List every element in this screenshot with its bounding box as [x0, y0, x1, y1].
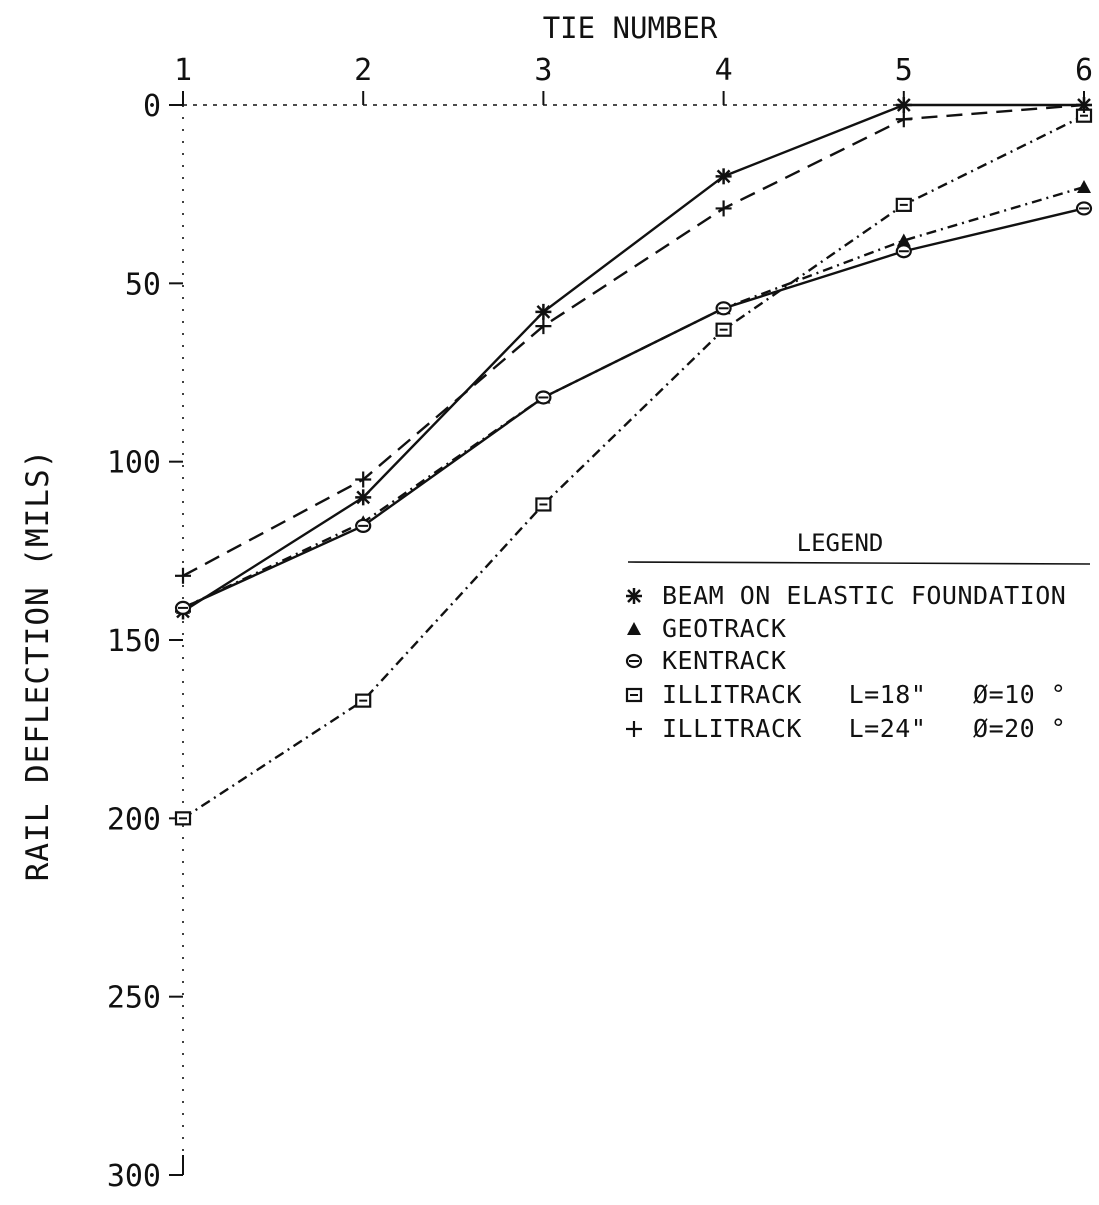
series-0-point — [715, 168, 732, 185]
y-axis-label: RAIL DEFLECTION (MILS) — [20, 449, 56, 882]
series-markers — [174, 97, 1093, 826]
x-tick-label: 2 — [354, 53, 372, 88]
legend-item-label: ILLITRACK L=18" Ø=10 ° — [662, 680, 1066, 709]
series-line-4 — [182, 103, 1085, 577]
y-tick-label: 50 — [125, 267, 161, 302]
legend-marker — [625, 653, 643, 669]
chart-title: TIE NUMBER — [543, 11, 718, 45]
series-2-point — [715, 301, 732, 316]
legend-rule — [627, 561, 1091, 565]
x-tick-labels: 1 2 3 4 5 6 — [174, 53, 1093, 105]
series-2-point — [355, 518, 372, 533]
legend-item-label: ILLITRACK L=24" Ø=20 ° — [662, 714, 1066, 743]
legend-item-label: BEAM ON ELASTIC FOUNDATION — [662, 581, 1066, 610]
legend-item-label: GEOTRACK — [662, 614, 786, 643]
legend-item-label: KENTRACK — [662, 646, 786, 675]
y-tick-label: 250 — [107, 981, 161, 1016]
x-tick-label: 3 — [534, 53, 552, 88]
series-0-point — [355, 489, 372, 506]
series-3-point — [715, 322, 732, 337]
series-2-point — [1075, 201, 1093, 216]
series-4-point — [715, 200, 732, 217]
x-tick-label: 4 — [715, 53, 733, 88]
series-0-point — [535, 303, 552, 320]
series-2-point — [174, 600, 192, 616]
legend-marker — [626, 721, 642, 737]
series-4-point — [355, 471, 372, 488]
y-tick-label: 0 — [143, 89, 161, 124]
series-1-point — [1077, 180, 1091, 194]
series-line-3 — [182, 114, 1085, 820]
y-tick-label: 200 — [107, 802, 161, 837]
axes — [182, 104, 1084, 1175]
series-4-point — [175, 567, 191, 584]
legend-marker — [626, 588, 642, 604]
legend: LEGEND BEAM ON ELASTIC FOUNDATION GEOTRAC… — [625, 529, 1091, 743]
series-2-point — [535, 390, 552, 405]
series-1-point — [896, 233, 911, 247]
series-4-point — [1076, 97, 1092, 113]
series-2-point — [895, 244, 912, 259]
series-3-point — [355, 693, 372, 708]
legend-marker — [627, 622, 641, 635]
series-3-point — [174, 811, 192, 826]
series-0-point — [895, 97, 912, 113]
y-tick-label: 300 — [107, 1159, 161, 1194]
series-3-point — [535, 497, 552, 512]
y-tick-label: 150 — [107, 624, 161, 659]
legend-title: LEGEND — [797, 529, 884, 557]
x-tick-label: 1 — [174, 53, 192, 88]
series-line-1 — [182, 185, 1085, 609]
y-tick-label: 100 — [107, 446, 161, 481]
series-4-point — [895, 111, 912, 128]
series-line-0 — [182, 103, 1084, 613]
legend-marker — [625, 687, 643, 703]
series-3-point — [1075, 108, 1093, 123]
x-tick-label: 5 — [895, 53, 913, 88]
series-line-2 — [182, 207, 1085, 609]
series-4-point — [535, 318, 552, 335]
series-3-point — [895, 197, 912, 212]
y-tick-labels: 0 50 100 150 200 250 300 — [107, 89, 183, 1194]
series-lines — [182, 103, 1085, 820]
x-tick-label: 6 — [1075, 53, 1093, 88]
